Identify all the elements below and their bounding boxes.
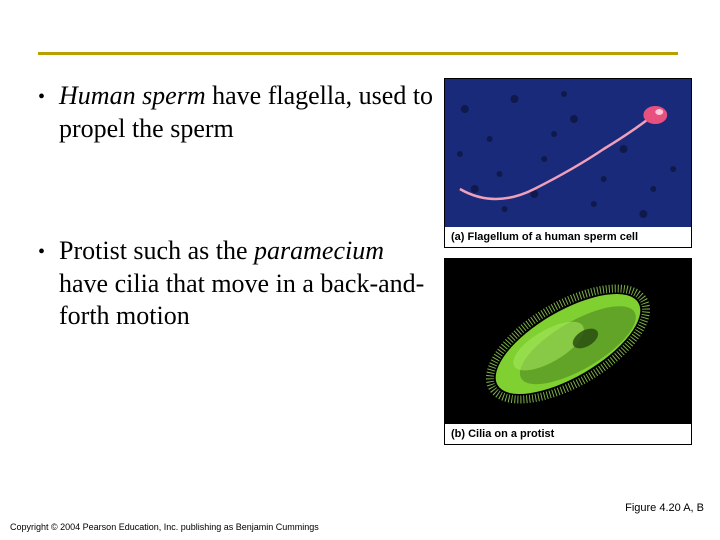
- figures-column: (a) Flagellum of a human sperm cell (b) …: [444, 78, 692, 445]
- bullet-1-emphasis: Human sperm: [59, 81, 206, 110]
- bullet-2-emphasis: paramecium: [254, 236, 384, 265]
- bullet-dot-icon: •: [38, 86, 45, 109]
- figure-reference: Figure 4.20 A, B: [625, 502, 704, 514]
- bullet-item-1: • Human sperm have flagella, used to pro…: [38, 80, 438, 145]
- figure-a-image: [445, 79, 691, 227]
- bullet-2-pre: Protist such as the: [59, 236, 254, 265]
- bullet-2-rest: have cilia that move in a back-and-forth…: [59, 269, 424, 331]
- content-area: • Human sperm have flagella, used to pro…: [38, 80, 438, 423]
- figure-b-image: [445, 259, 691, 424]
- figure-b-box: (b) Cilia on a protist: [444, 258, 692, 445]
- figure-a-box: (a) Flagellum of a human sperm cell: [444, 78, 692, 248]
- bullet-item-2: • Protist such as the paramecium have ci…: [38, 235, 438, 333]
- copyright-text: Copyright © 2004 Pearson Education, Inc.…: [10, 522, 319, 532]
- header-rule: [38, 52, 678, 55]
- bullet-dot-icon: •: [38, 241, 45, 264]
- bullet-text-1: Human sperm have flagella, used to prope…: [59, 80, 438, 145]
- figure-a-caption: (a) Flagellum of a human sperm cell: [445, 227, 691, 247]
- figure-b-caption: (b) Cilia on a protist: [445, 424, 691, 444]
- bullet-text-2: Protist such as the paramecium have cili…: [59, 235, 438, 333]
